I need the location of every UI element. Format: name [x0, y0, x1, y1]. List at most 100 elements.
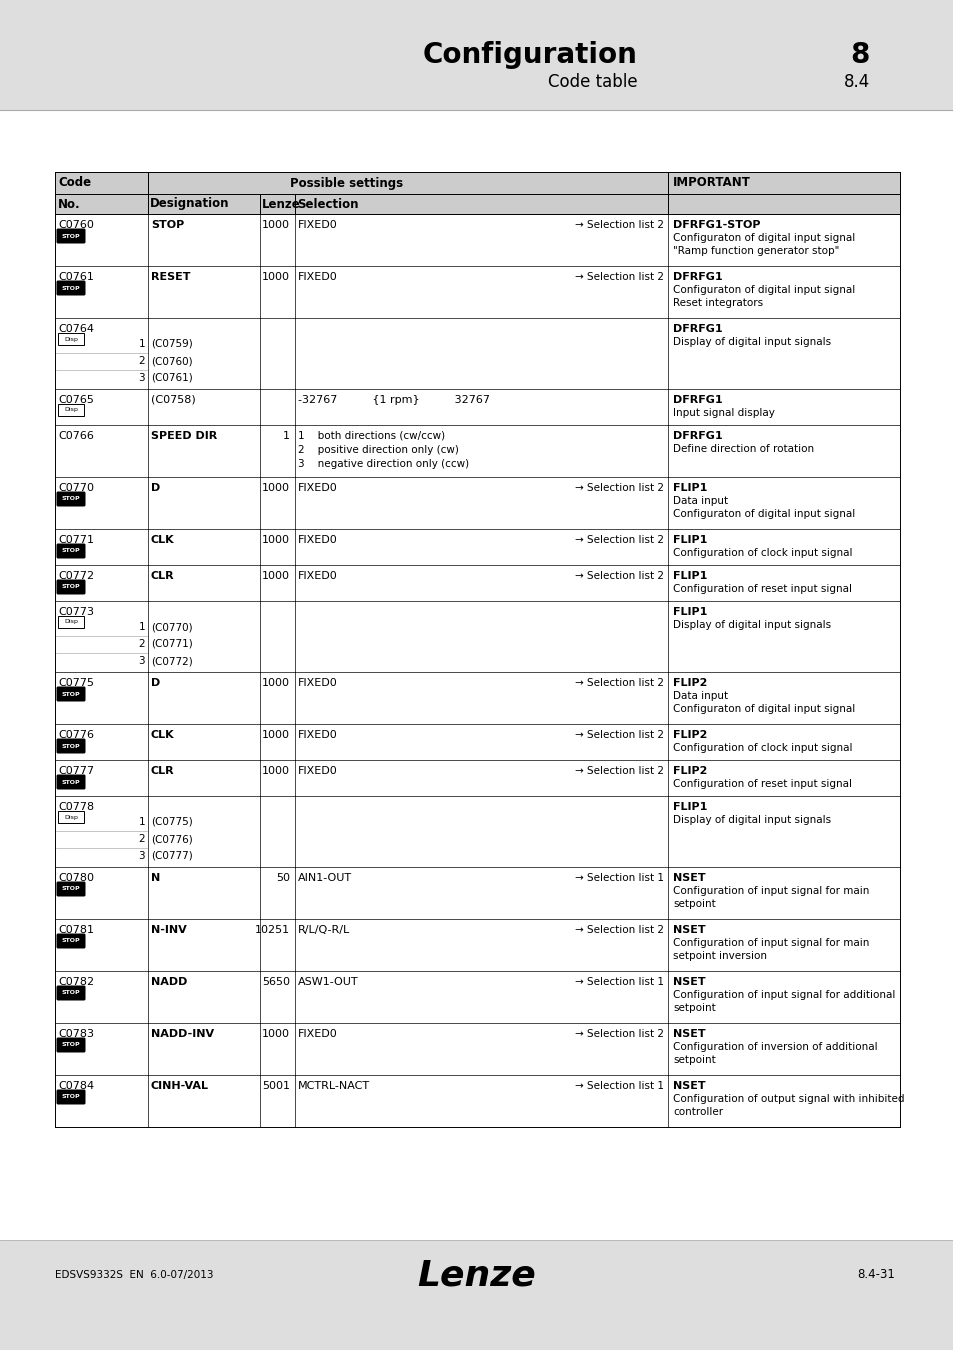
Text: 3: 3: [138, 656, 145, 666]
Text: R/L/Q-R/L: R/L/Q-R/L: [297, 925, 350, 936]
Text: CLK: CLK: [151, 730, 174, 740]
Text: DFRFG1: DFRFG1: [672, 324, 721, 333]
Text: → Selection list 2: → Selection list 2: [575, 535, 663, 545]
Text: 1: 1: [138, 622, 145, 632]
Text: 1000: 1000: [262, 483, 290, 493]
Bar: [58, 404, 84, 416]
Text: NSET: NSET: [672, 1029, 705, 1040]
Text: setpoint: setpoint: [672, 1003, 715, 1012]
Text: N-INV: N-INV: [151, 925, 187, 936]
Text: → Selection list 2: → Selection list 2: [575, 678, 663, 688]
Text: 1000: 1000: [262, 535, 290, 545]
Text: → Selection list 1: → Selection list 1: [575, 1081, 663, 1091]
Text: C0761: C0761: [58, 271, 93, 282]
Text: Display of digital input signals: Display of digital input signals: [672, 815, 830, 825]
Text: 10251: 10251: [254, 925, 290, 936]
Text: Configuraton of digital input signal: Configuraton of digital input signal: [672, 234, 854, 243]
Text: FIXED0: FIXED0: [297, 535, 337, 545]
Text: NADD-INV: NADD-INV: [151, 1029, 213, 1040]
Text: DFRFG1: DFRFG1: [672, 271, 721, 282]
Text: CLR: CLR: [151, 571, 174, 580]
Text: (C0775): (C0775): [151, 817, 193, 828]
FancyBboxPatch shape: [56, 228, 86, 243]
Text: CINH-VAL: CINH-VAL: [151, 1081, 209, 1091]
Text: C0776: C0776: [58, 730, 94, 740]
Text: STOP: STOP: [62, 548, 80, 554]
Bar: [55, 266, 899, 319]
Text: DFRFG1: DFRFG1: [672, 431, 721, 441]
Text: NSET: NSET: [672, 977, 705, 987]
Bar: [55, 477, 899, 529]
Text: "Ramp function generator stop": "Ramp function generator stop": [672, 246, 839, 256]
Text: RESET: RESET: [151, 271, 191, 282]
Text: Disp: Disp: [64, 620, 78, 625]
Text: C0782: C0782: [58, 977, 94, 987]
Text: STOP: STOP: [62, 1042, 80, 1048]
Text: 5650: 5650: [262, 977, 290, 987]
Text: FLIP1: FLIP1: [672, 802, 706, 811]
Text: C0771: C0771: [58, 535, 94, 545]
FancyBboxPatch shape: [56, 933, 86, 949]
Text: Define direction of rotation: Define direction of rotation: [672, 444, 813, 454]
Text: Configuration of input signal for additional: Configuration of input signal for additi…: [672, 990, 895, 1000]
Text: 8.4: 8.4: [842, 73, 869, 90]
Text: D: D: [151, 483, 160, 493]
Text: 1: 1: [138, 339, 145, 350]
Text: C0766: C0766: [58, 431, 93, 441]
Text: Configuration of reset input signal: Configuration of reset input signal: [672, 585, 851, 594]
Bar: [55, 1075, 899, 1127]
Text: NSET: NSET: [672, 873, 705, 883]
FancyBboxPatch shape: [56, 281, 86, 296]
Text: STOP: STOP: [62, 497, 80, 501]
FancyBboxPatch shape: [56, 882, 86, 896]
Text: IMPORTANT: IMPORTANT: [672, 177, 750, 189]
Text: → Selection list 2: → Selection list 2: [575, 730, 663, 740]
Bar: [55, 672, 899, 724]
Text: setpoint inversion: setpoint inversion: [672, 950, 766, 961]
Text: Configuration of clock input signal: Configuration of clock input signal: [672, 548, 852, 558]
Text: Configuration of input signal for main: Configuration of input signal for main: [672, 886, 868, 896]
Text: FIXED0: FIXED0: [297, 220, 337, 230]
Text: C0778: C0778: [58, 802, 94, 811]
Text: ASW1-OUT: ASW1-OUT: [297, 977, 358, 987]
Text: 2    positive direction only (cw): 2 positive direction only (cw): [297, 446, 458, 455]
Text: DFRFG1: DFRFG1: [672, 396, 721, 405]
Text: Configuraton of digital input signal: Configuraton of digital input signal: [672, 703, 854, 714]
Text: NADD: NADD: [151, 977, 187, 987]
Bar: [55, 867, 899, 919]
Text: Input signal display: Input signal display: [672, 408, 774, 418]
Text: STOP: STOP: [62, 744, 80, 748]
Text: (C0772): (C0772): [151, 656, 193, 666]
Text: CLR: CLR: [151, 765, 174, 776]
Text: → Selection list 2: → Selection list 2: [575, 220, 663, 230]
Text: Possible settings: Possible settings: [290, 177, 403, 189]
Text: 1000: 1000: [262, 571, 290, 580]
Text: Selection: Selection: [296, 197, 358, 211]
Text: 3: 3: [138, 373, 145, 383]
Text: (C0770): (C0770): [151, 622, 193, 632]
Text: Disp: Disp: [64, 336, 78, 342]
Text: → Selection list 2: → Selection list 2: [575, 271, 663, 282]
Text: SPEED DIR: SPEED DIR: [151, 431, 217, 441]
Text: Lenze: Lenze: [417, 1258, 536, 1292]
Text: Configuration of input signal for main: Configuration of input signal for main: [672, 938, 868, 948]
Text: FLIP2: FLIP2: [672, 765, 706, 776]
Bar: [55, 1023, 899, 1075]
Bar: [55, 194, 899, 215]
Text: FIXED0: FIXED0: [297, 271, 337, 282]
FancyBboxPatch shape: [56, 687, 86, 702]
Bar: [55, 529, 899, 566]
Text: STOP: STOP: [151, 220, 184, 230]
Text: FLIP1: FLIP1: [672, 535, 706, 545]
Text: 1000: 1000: [262, 271, 290, 282]
Text: (C0758): (C0758): [151, 396, 195, 405]
Bar: [55, 919, 899, 971]
Bar: [58, 333, 84, 346]
Text: FIXED0: FIXED0: [297, 765, 337, 776]
Text: 3: 3: [138, 850, 145, 861]
Text: 1000: 1000: [262, 220, 290, 230]
Text: 50: 50: [275, 873, 290, 883]
Text: 2: 2: [138, 356, 145, 366]
Text: 2: 2: [138, 834, 145, 844]
Text: DFRFG1-STOP: DFRFG1-STOP: [672, 220, 760, 230]
